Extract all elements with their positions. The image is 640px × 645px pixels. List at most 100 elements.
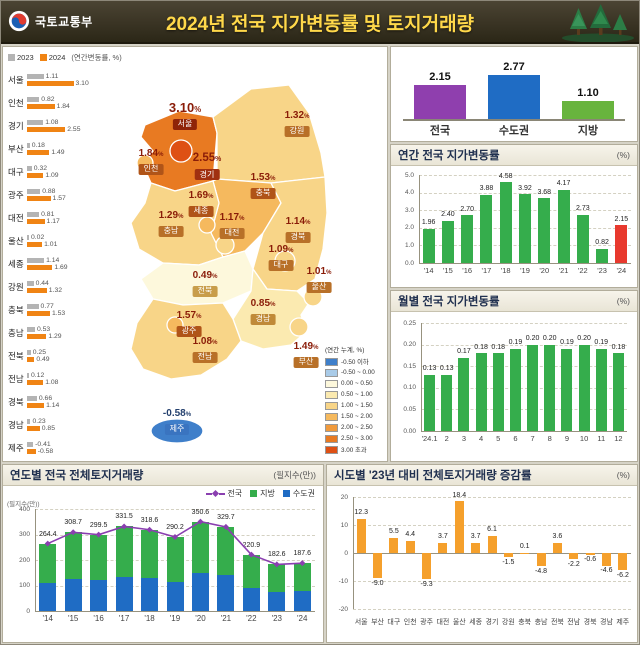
- monthly-chart-title-bar: 월별 전국 지가변동률 (%): [391, 291, 637, 312]
- bar-jibang: [191, 521, 209, 573]
- region-bar-row: 1.32: [27, 287, 101, 294]
- bar-sudogwon: [242, 588, 260, 611]
- region-name: 대전: [8, 212, 24, 223]
- bar-2024: [27, 448, 36, 454]
- bar-value: 0.32: [33, 164, 48, 172]
- x-tick-label: 10: [579, 434, 589, 443]
- region-bar-row: 0.88: [27, 188, 101, 195]
- bar: [454, 501, 464, 553]
- x-tick-label: '20: [539, 266, 550, 275]
- bar-value: 1.01: [44, 240, 58, 248]
- map-legend-title: (연간 누계, %): [325, 347, 365, 354]
- map-legend-swatch: [325, 357, 338, 366]
- bar-value: 1.08: [45, 378, 59, 386]
- bar-value: -0.41: [35, 440, 51, 448]
- bar-2023: [27, 73, 44, 79]
- bar-jibang: [166, 536, 184, 582]
- x-tick-label: 경기: [485, 619, 499, 626]
- gridline: [353, 609, 631, 610]
- bar-jibang: [293, 563, 311, 591]
- region-bars: 1.14 1.69: [27, 256, 101, 271]
- gridline: [419, 175, 631, 176]
- map-legend-label: 2.50 ~ 3.00: [341, 435, 373, 442]
- bar: [544, 344, 556, 431]
- region-name: 경남: [8, 419, 24, 430]
- region-bar-row: 0.81: [27, 211, 101, 218]
- bar-sudogwon: [293, 590, 311, 611]
- map-legend-swatch: [325, 434, 338, 443]
- x-tick-label: '15: [67, 614, 79, 623]
- monthly-chart-panel: 월별 전국 지가변동률 (%) 0.00 0.05 0.10 0.15 0.20 0.25…: [390, 290, 638, 462]
- bar-value: 1.17: [46, 217, 60, 225]
- x-tick-label: 대전: [436, 619, 450, 626]
- bar: [499, 182, 512, 263]
- bar-2023: [27, 96, 40, 102]
- x-tick-label: '16: [93, 614, 104, 623]
- annual-chart-unit: (%): [616, 150, 630, 160]
- regional-change-panel: 시도별 '23년 대비 전체토지거래량 증감률 (%) 20 10 0 -10 -20 1…: [326, 464, 638, 643]
- x-tick-label: '19: [520, 266, 530, 275]
- bar: [561, 348, 573, 431]
- bar-jibang: [217, 526, 235, 576]
- map-region-ulsan: [303, 287, 323, 307]
- region-bars: 0.02 1.01: [27, 234, 101, 248]
- bar-value: 1.14: [46, 401, 60, 409]
- y-tick-label: 0.10: [403, 384, 416, 392]
- x-tick-label: 전남: [567, 619, 581, 626]
- summary-panel: 2.15 2.77 1.10 전국 수도권 지방: [390, 46, 638, 142]
- bar: [509, 348, 521, 431]
- region-row: 인천 0.82 1.84: [8, 91, 101, 114]
- line-diamond-marker: [299, 560, 306, 567]
- annual-chart-panel: 연간 전국 지가변동률 (%) 0.0 1.0 2.0 3.0 4.0 5.0 1.96 '1…: [390, 144, 638, 288]
- bar-jibang: [39, 543, 57, 583]
- gridline: [353, 581, 631, 582]
- x-tick-label: 8: [547, 434, 552, 443]
- x-tick-label: 경남: [600, 619, 613, 626]
- bar-2023: [27, 418, 31, 424]
- bar-value-label: 0.20: [577, 335, 591, 343]
- region-bar-row: 0.25: [27, 349, 101, 356]
- gridline: [35, 509, 315, 510]
- bar-value-label: 3.7: [438, 533, 448, 541]
- region-name: 광주: [8, 189, 24, 200]
- region-row: 경북 0.66 1.14: [8, 390, 101, 413]
- bar-jibang: [90, 534, 108, 581]
- y-tick-label: 200: [19, 556, 30, 564]
- x-tick-label: 7: [530, 434, 535, 443]
- bar-value-label: 3.88: [479, 185, 494, 193]
- marker-line: [206, 492, 213, 495]
- bar: [389, 537, 399, 553]
- line-diamond-marker: [197, 518, 204, 525]
- volume-legend: 전국 지방 수도권: [198, 488, 315, 499]
- line-diamond-marker: [95, 531, 102, 538]
- map-region-gangwon: [212, 84, 326, 184]
- bar: [595, 348, 607, 431]
- map-legend-swatch: [325, 445, 338, 454]
- map-legend-row: 2.50 ~ 3.00: [325, 433, 383, 444]
- region-bars: -0.41 -0.58: [27, 440, 101, 455]
- region-bar-row: 1.09: [27, 172, 101, 179]
- legend-label: 2023: [17, 53, 34, 62]
- map-legend-label: -0.50 이하: [341, 359, 369, 366]
- summary-col: 2.15: [414, 71, 466, 119]
- bar-sudogwon: [64, 579, 82, 611]
- bar-value: 1.14: [46, 256, 60, 264]
- gridline: [35, 611, 315, 612]
- x-tick-label: '19: [169, 614, 181, 623]
- bar-value: 1.84: [56, 102, 70, 110]
- x-tick-label: '23: [271, 614, 283, 623]
- gridline: [353, 553, 631, 554]
- region-name: 경북: [8, 396, 24, 407]
- y-tick-label: 0.25: [403, 319, 416, 327]
- region-bars: 0.81 1.17: [27, 211, 101, 225]
- region-bar-row: 0.18: [27, 142, 101, 149]
- bar-value-label: -9.3: [420, 580, 433, 588]
- map-legend-label: -0.50 ~ 0.00: [341, 369, 375, 376]
- bar: [612, 353, 624, 431]
- bar: [538, 198, 551, 263]
- bar-2023: [27, 303, 39, 309]
- bar-value: 3.10: [75, 79, 89, 87]
- bar-2023: [27, 441, 34, 447]
- bar-value-label: -2.2: [567, 560, 580, 568]
- region-name: 강원: [8, 281, 24, 292]
